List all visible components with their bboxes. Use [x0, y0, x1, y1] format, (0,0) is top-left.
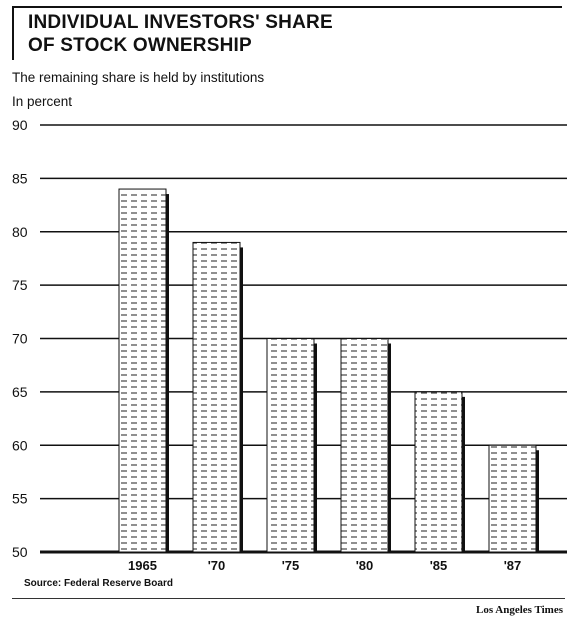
x-tick-label-4: '85 [430, 558, 448, 573]
bar-5 [488, 444, 537, 553]
bar-0 [118, 188, 167, 553]
y-tick-label-75: 75 [12, 277, 28, 293]
chart-title-line-1: INDIVIDUAL INVESTORS' SHARE [28, 12, 333, 33]
x-tick-label-1: '70 [208, 558, 226, 573]
y-tick-label-60: 60 [12, 437, 28, 453]
chart-title-line-2: OF STOCK OWNERSHIP [28, 35, 252, 56]
bar-1 [192, 241, 241, 553]
y-tick-label-90: 90 [12, 117, 28, 133]
title-box: INDIVIDUAL INVESTORS' SHARE OF STOCK OWN… [12, 6, 562, 60]
bar-3 [340, 338, 389, 553]
source-note: Source: Federal Reserve Board [24, 578, 173, 589]
x-tick-label-3: '80 [356, 558, 374, 573]
y-tick-label-65: 65 [12, 384, 28, 400]
x-tick-label-2: '75 [282, 558, 300, 573]
y-tick-label-70: 70 [12, 331, 28, 347]
chart-subtitle: The remaining share is held by instituti… [12, 70, 265, 85]
y-tick-label-80: 80 [12, 224, 28, 240]
y-tick-label-55: 55 [12, 491, 28, 507]
footer-divider [12, 598, 565, 599]
bar-2 [266, 338, 315, 553]
publisher-credit: Los Angeles Times [476, 604, 563, 616]
x-tick-label-5: '87 [504, 558, 522, 573]
y-tick-label-50: 50 [12, 544, 28, 560]
y-axis-unit-label: In percent [12, 94, 73, 109]
bar-4 [414, 391, 463, 553]
y-tick-label-85: 85 [12, 170, 28, 186]
x-tick-label-0: 1965 [128, 558, 157, 573]
